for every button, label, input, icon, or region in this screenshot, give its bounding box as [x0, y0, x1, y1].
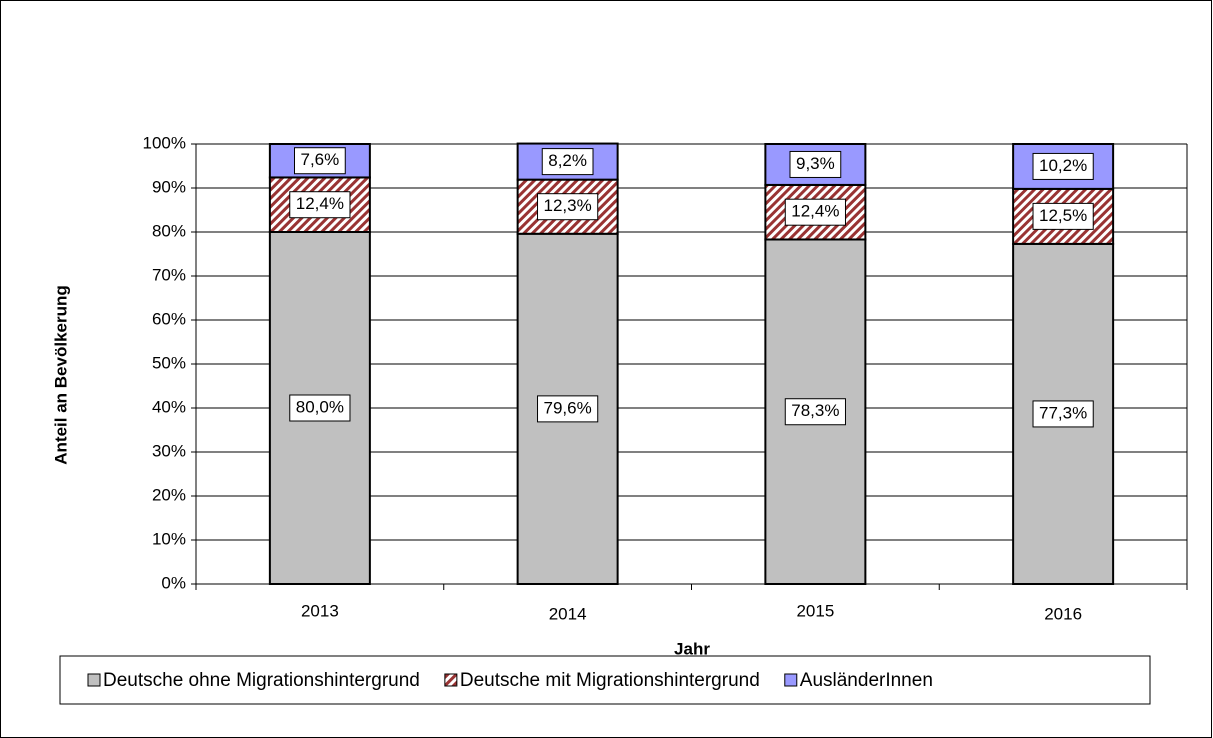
- y-tick-label: 30%: [152, 441, 186, 460]
- value-label: 12,5%: [1032, 202, 1094, 230]
- y-tick-label: 70%: [152, 265, 186, 284]
- value-label-text: 12,3%: [544, 196, 592, 215]
- y-tick-label: 10%: [152, 529, 186, 548]
- legend-swatch: [87, 673, 101, 687]
- value-label: 79,6%: [537, 395, 599, 423]
- value-label-text: 8,2%: [548, 151, 587, 170]
- value-label: 12,4%: [784, 198, 846, 226]
- value-label: 12,3%: [537, 193, 599, 221]
- value-label-box: [1032, 400, 1094, 428]
- value-label-text: 78,3%: [791, 401, 839, 420]
- value-label-box: [289, 394, 351, 422]
- value-label-box: [1032, 202, 1094, 230]
- y-tick-label: 20%: [152, 485, 186, 504]
- value-label-box: [294, 147, 346, 175]
- value-label: 10,2%: [1032, 152, 1094, 180]
- value-label: 80,0%: [289, 394, 351, 422]
- value-label-box: [537, 193, 599, 221]
- value-label-box: [789, 150, 842, 178]
- y-tick-label: 40%: [152, 397, 186, 416]
- value-label-text: 12,4%: [296, 194, 344, 213]
- value-label-text: 79,6%: [544, 398, 592, 417]
- x-tick-label: 2015: [796, 601, 834, 620]
- value-label-box: [1032, 152, 1094, 180]
- legend-box: [59, 655, 1151, 705]
- value-label: 77,3%: [1032, 400, 1094, 428]
- value-label-text: 80,0%: [296, 397, 344, 416]
- value-label: 7,6%: [294, 147, 346, 175]
- value-label: 12,4%: [289, 191, 351, 219]
- y-tick-label: 90%: [152, 177, 186, 196]
- y-tick-label: 0%: [161, 573, 186, 592]
- value-label-text: 7,6%: [301, 150, 340, 169]
- value-label: 78,3%: [784, 398, 846, 426]
- y-axis-title: Anteil an Bevölkerung: [51, 285, 70, 464]
- value-label-box: [289, 191, 351, 219]
- value-label: 9,3%: [789, 150, 842, 178]
- legend-swatch: [784, 673, 798, 687]
- legend-label: AusländerInnen: [800, 670, 933, 691]
- value-label-box: [537, 395, 599, 423]
- y-tick-label: 80%: [152, 221, 186, 240]
- value-label-text: 12,4%: [791, 202, 839, 221]
- y-tick-label: 60%: [152, 309, 186, 328]
- value-label-text: 9,3%: [796, 154, 835, 173]
- value-label-box: [541, 148, 594, 176]
- value-label-box: [784, 198, 846, 226]
- x-tick-label: 2016: [1044, 604, 1082, 623]
- x-tick-label: 2014: [549, 604, 587, 623]
- y-tick-label: 50%: [152, 353, 186, 372]
- y-tick-label: 100%: [143, 133, 186, 152]
- legend-label: Deutsche mit Migrationshintergrund: [460, 670, 760, 691]
- value-label: 8,2%: [541, 148, 594, 176]
- legend-swatch: [444, 673, 458, 687]
- x-tick-label: 2013: [301, 601, 339, 620]
- value-label-box: [784, 398, 846, 426]
- value-label-text: 77,3%: [1039, 403, 1087, 422]
- legend-label: Deutsche ohne Migrationshintergrund: [103, 670, 420, 691]
- value-label-text: 10,2%: [1039, 156, 1087, 175]
- value-label-text: 12,5%: [1039, 206, 1087, 225]
- x-axis-title: Jahr: [674, 639, 710, 658]
